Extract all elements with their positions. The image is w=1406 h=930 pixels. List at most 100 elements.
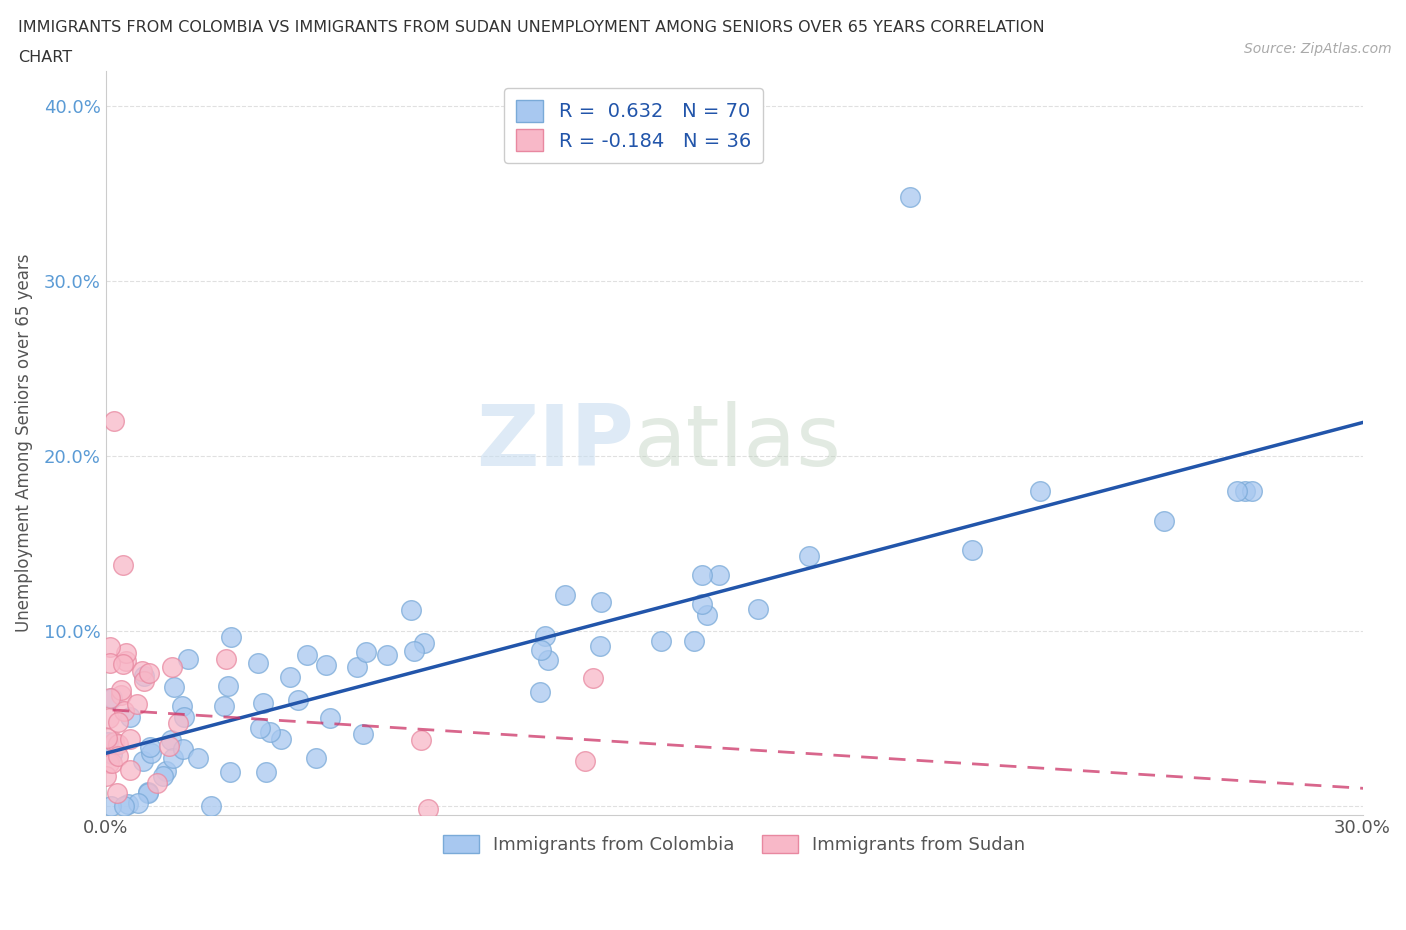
Point [100, 798, 122, 813]
Point [305, 751, 328, 765]
Point [98, 640, 121, 655]
Point [690, 568, 713, 583]
Point [315, 658, 337, 672]
Point [219, 629, 242, 644]
Text: IMMIGRANTS FROM COLOMBIA VS IMMIGRANTS FROM SUDAN UNEMPLOYMENT AMONG SENIORS OVE: IMMIGRANTS FROM COLOMBIA VS IMMIGRANTS F… [18, 20, 1045, 35]
Y-axis label: Unemployment Among Seniors over 65 years: Unemployment Among Seniors over 65 years [15, 253, 32, 631]
Point [118, 710, 141, 724]
Point [110, 688, 132, 703]
Text: CHART: CHART [18, 50, 72, 65]
Point [215, 652, 238, 667]
Point [139, 745, 162, 760]
Point [107, 715, 129, 730]
Point [409, 733, 432, 748]
Text: Source: ZipAtlas.com: Source: ZipAtlas.com [1244, 42, 1392, 56]
Point [152, 768, 174, 783]
Point [125, 697, 148, 711]
Point [416, 802, 439, 817]
Point [574, 753, 596, 768]
Point [157, 738, 180, 753]
Point [217, 679, 239, 694]
Point [173, 710, 195, 724]
Point [120, 763, 142, 777]
Point [187, 751, 209, 765]
Point [346, 659, 368, 674]
Point [530, 643, 553, 658]
Point [101, 746, 124, 761]
Point [589, 594, 612, 609]
Point [690, 597, 713, 612]
Point [1153, 513, 1175, 528]
Point [375, 647, 398, 662]
Point [650, 634, 672, 649]
Point [131, 753, 153, 768]
Point [114, 654, 136, 669]
Point [554, 587, 576, 602]
Point [534, 629, 557, 644]
Point [163, 679, 186, 694]
Point [120, 732, 142, 747]
Point [200, 798, 222, 813]
Point [160, 733, 183, 748]
Point [259, 724, 281, 739]
Point [589, 639, 612, 654]
Point [98, 756, 121, 771]
Point [707, 568, 730, 583]
Point [105, 786, 128, 801]
Point [98, 691, 121, 706]
Point [1241, 484, 1264, 498]
Point [117, 797, 139, 812]
Point [138, 665, 160, 680]
Point [249, 721, 271, 736]
Point [112, 557, 135, 572]
Point [132, 669, 155, 684]
Point [797, 549, 820, 564]
Point [166, 716, 188, 731]
Point [287, 693, 309, 708]
Point [136, 784, 159, 799]
Point [582, 671, 605, 685]
Point [1226, 484, 1249, 498]
Point [115, 646, 138, 661]
Point [295, 647, 318, 662]
Point [399, 603, 422, 618]
Point [101, 755, 124, 770]
Point [103, 734, 125, 749]
Point [112, 703, 135, 718]
Point [112, 798, 135, 813]
Point [107, 749, 129, 764]
Point [252, 696, 274, 711]
Point [747, 601, 769, 616]
Point [270, 732, 292, 747]
Point [96, 768, 118, 783]
Point [127, 795, 149, 810]
Point [97, 734, 120, 749]
Point [170, 698, 193, 713]
Point [98, 656, 121, 671]
Point [246, 656, 269, 671]
Point [536, 652, 558, 667]
Point [132, 674, 155, 689]
Point [219, 764, 242, 779]
Point [101, 691, 124, 706]
Point [278, 670, 301, 684]
Point [160, 659, 183, 674]
Point [319, 711, 342, 725]
Point [172, 742, 194, 757]
Point [529, 684, 551, 699]
Point [136, 785, 159, 800]
Point [352, 726, 374, 741]
Text: ZIP: ZIP [475, 401, 634, 485]
Legend: Immigrants from Colombia, Immigrants from Sudan: Immigrants from Colombia, Immigrants fro… [436, 828, 1033, 861]
Point [212, 698, 235, 713]
Point [1234, 484, 1257, 498]
Point [177, 651, 200, 666]
Point [131, 664, 153, 679]
Point [111, 657, 134, 671]
Point [146, 776, 169, 790]
Text: atlas: atlas [634, 401, 842, 485]
Point [107, 737, 129, 751]
Point [98, 711, 121, 725]
Point [103, 413, 125, 428]
Point [162, 751, 184, 765]
